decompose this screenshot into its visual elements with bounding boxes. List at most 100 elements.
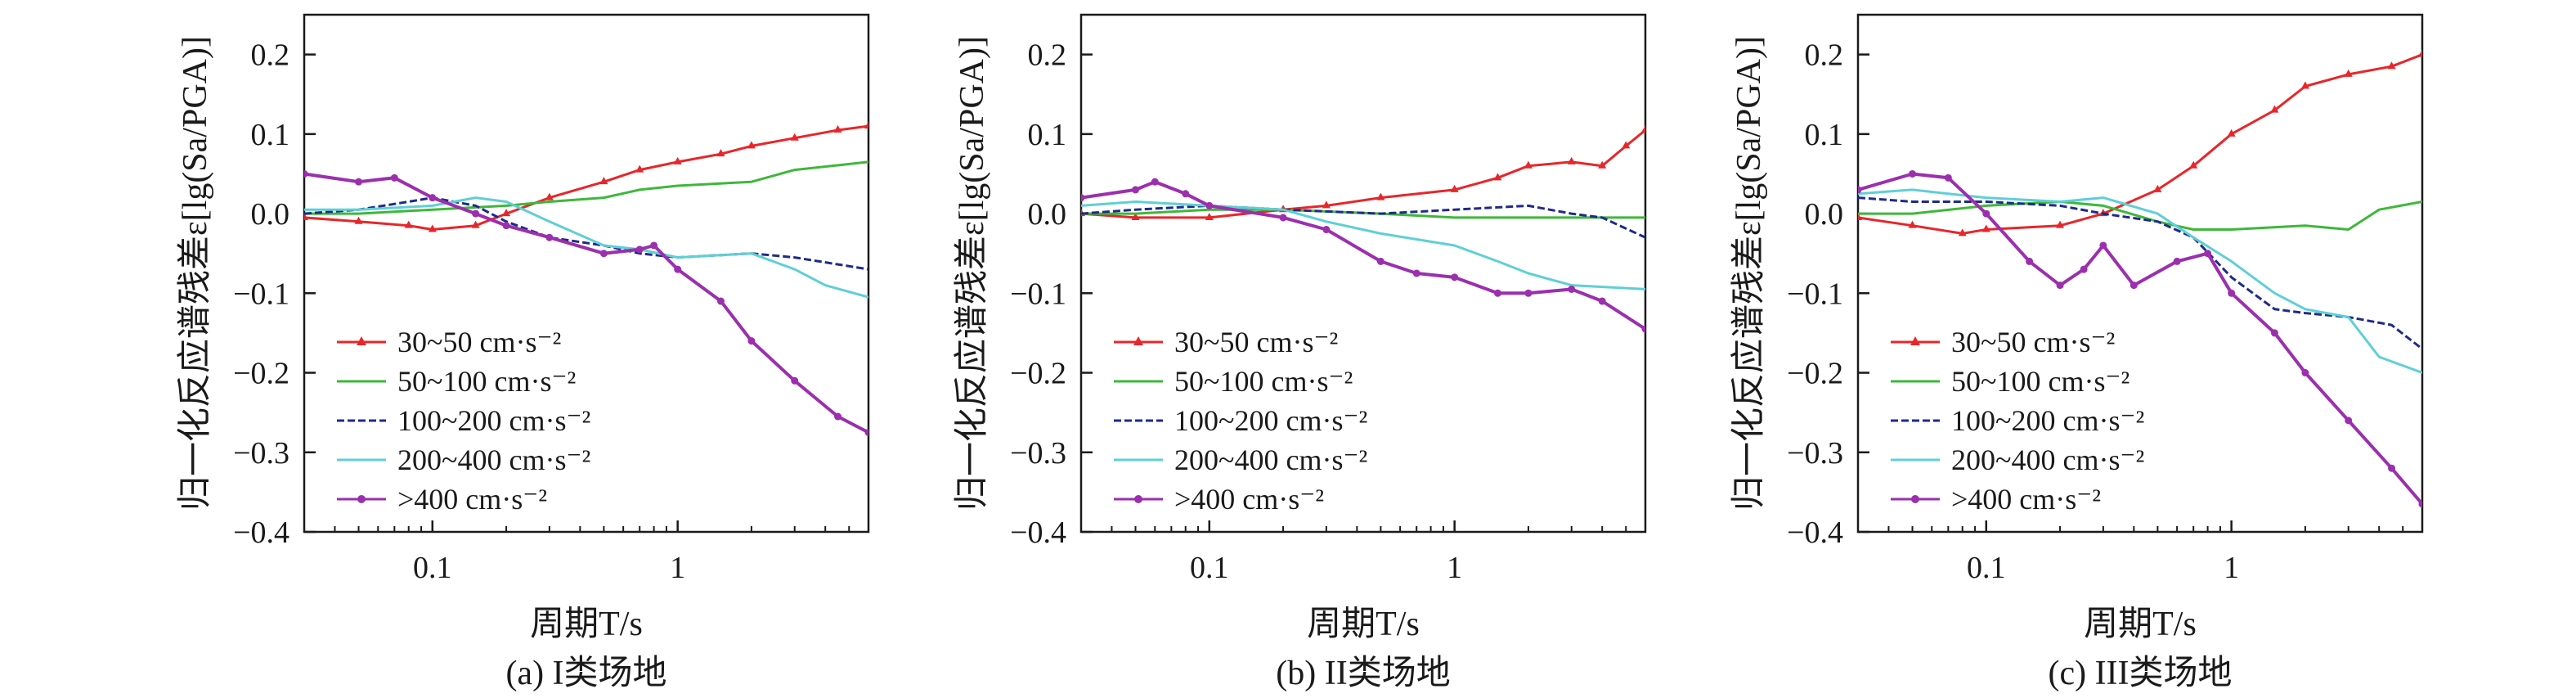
- legend-label-2: 50~100 cm·s⁻²: [397, 365, 576, 398]
- data-point: [1908, 220, 1917, 228]
- data-point: [599, 177, 608, 185]
- y-tick-label: 0.0: [1805, 197, 1844, 232]
- y-tick-label: 0.0: [1028, 197, 1067, 232]
- data-point: [650, 241, 658, 250]
- data-point: [833, 124, 842, 133]
- legend-label-3: 100~200 cm·s⁻²: [1174, 404, 1367, 437]
- panel-caption: (c) III类场地: [2048, 655, 2232, 692]
- data-point: [1081, 194, 1085, 202]
- y-tick-label: −0.1: [1787, 277, 1843, 311]
- y-tick-label: 0.2: [1805, 38, 1844, 73]
- y-tick-label: 0.1: [1028, 118, 1067, 152]
- y-tick-label: −0.2: [1010, 357, 1066, 391]
- series-line-3: [1858, 196, 2422, 350]
- series-line-4: [1081, 200, 1645, 290]
- data-point: [2153, 184, 2162, 192]
- data-point: [404, 220, 413, 228]
- data-point: [502, 222, 510, 230]
- data-point: [1598, 160, 1607, 169]
- series-line-2: [1858, 200, 2422, 231]
- legend-label-1: 30~50 cm·s⁻²: [1951, 326, 2115, 358]
- data-point: [1182, 190, 1190, 198]
- y-axis-title: 归一化反应谱残差ε[lg(Sa/PGA)]: [176, 36, 214, 511]
- y-tick-label: −0.4: [1010, 516, 1066, 550]
- legend-label-3: 100~200 cm·s⁻²: [1951, 404, 2144, 437]
- data-point: [1641, 325, 1645, 333]
- data-point: [635, 245, 644, 254]
- legend-label-5: >400 cm·s⁻²: [1174, 483, 1324, 516]
- y-tick-label: −0.3: [1010, 436, 1066, 471]
- plot-frame: [1856, 13, 2424, 534]
- y-tick-label: −0.3: [1787, 436, 1843, 471]
- data-point: [2228, 289, 2236, 297]
- series-line-4: [304, 196, 868, 299]
- data-point: [791, 376, 799, 385]
- x-tick-label: 0.1: [413, 551, 452, 585]
- data-point: [304, 212, 308, 220]
- series-group: [1858, 49, 2422, 508]
- x-tick-label: 1: [1447, 551, 1462, 585]
- y-tick-label: −0.4: [233, 516, 289, 550]
- data-point: [304, 169, 308, 178]
- y-tick-label: 0.2: [251, 38, 290, 73]
- y-tick-label: −0.1: [233, 277, 289, 311]
- data-point: [2418, 49, 2422, 57]
- data-point: [1524, 289, 1533, 297]
- panel-caption: (a) I类场地: [505, 655, 666, 692]
- data-point: [1205, 201, 1214, 209]
- x-tick-label: 1: [2224, 551, 2239, 585]
- data-point: [2345, 417, 2353, 425]
- legend-label-3: 100~200 cm·s⁻²: [397, 404, 590, 437]
- data-point: [1944, 173, 1952, 182]
- legend-marker: [1133, 336, 1143, 345]
- y-tick-label: 0.0: [251, 197, 290, 232]
- data-point: [1958, 228, 1967, 236]
- data-point: [2418, 500, 2422, 508]
- data-point: [2189, 160, 2198, 169]
- legend-label-4: 200~400 cm·s⁻²: [1951, 444, 2144, 476]
- data-point: [1598, 297, 1606, 305]
- plot-frame: [303, 13, 870, 534]
- data-point: [2300, 81, 2309, 89]
- legend-label-4: 200~400 cm·s⁻²: [397, 444, 590, 476]
- series-line-4: [1858, 188, 2422, 374]
- data-point: [674, 265, 682, 273]
- data-point: [1493, 173, 1502, 181]
- data-point: [1981, 224, 1990, 232]
- x-tick-label: 1: [670, 551, 685, 585]
- data-point: [1641, 124, 1645, 133]
- data-point: [1568, 285, 1576, 293]
- legend-label-2: 50~100 cm·s⁻²: [1951, 365, 2129, 398]
- data-point: [716, 149, 725, 157]
- data-point: [2026, 257, 2034, 265]
- data-point: [1622, 141, 1631, 149]
- data-point: [390, 173, 398, 182]
- data-point: [1858, 186, 1862, 194]
- chart-panel-3: −0.4 −0.3 −0.2 −0.1 0.0 0.1 0.2 0.1 1 周期T/s (c) II…: [1730, 13, 2424, 692]
- x-tick-label: 0.1: [1967, 551, 2006, 585]
- y-axis-title: 归一化反应谱残差ε[lg(Sa/PGA)]: [953, 36, 991, 511]
- data-point: [834, 412, 842, 421]
- data-point: [635, 164, 644, 173]
- legend-label-1: 30~50 cm·s⁻²: [397, 326, 561, 358]
- data-point: [2173, 257, 2181, 265]
- data-point: [1376, 192, 1385, 200]
- data-point: [2129, 281, 2138, 290]
- y-tick-label: −0.1: [1010, 277, 1066, 311]
- series-line-2: [304, 160, 868, 215]
- data-point: [429, 194, 437, 202]
- data-point: [2204, 250, 2212, 258]
- y-tick-label: −0.3: [233, 436, 289, 471]
- data-point: [354, 216, 363, 224]
- chart-panel-2: −0.4 −0.3 −0.2 −0.1 0.0 0.1 0.2 0.1 1 周期T/s (b) II…: [953, 13, 1647, 692]
- series-group: [304, 121, 868, 436]
- data-point: [1322, 200, 1331, 209]
- x-axis-title: 周期T/s: [1307, 606, 1420, 643]
- plot-frame: [1079, 13, 1647, 534]
- data-point: [545, 233, 554, 241]
- y-tick-label: 0.1: [251, 118, 290, 152]
- y-axis-title: 归一化反应谱残差ε[lg(Sa/PGA)]: [1730, 36, 1768, 511]
- data-point: [864, 121, 868, 129]
- data-point: [1412, 269, 1420, 277]
